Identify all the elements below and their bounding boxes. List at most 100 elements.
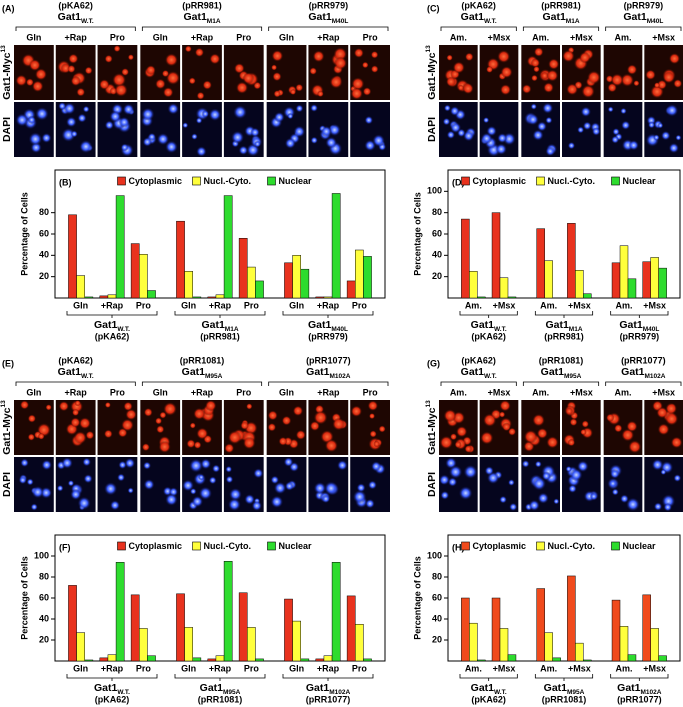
cell xyxy=(540,71,549,80)
x-tick-label: Pro xyxy=(244,300,260,310)
cell xyxy=(546,436,559,449)
cell xyxy=(500,66,513,79)
cell xyxy=(292,405,304,417)
x-tick-label: Gln xyxy=(289,300,304,310)
cell xyxy=(439,474,450,486)
legend-label: Nuclear xyxy=(623,176,657,186)
bar xyxy=(323,655,333,662)
cell xyxy=(61,457,73,469)
cell xyxy=(113,45,121,53)
cell xyxy=(166,71,180,85)
condition-label: +Msx xyxy=(652,387,675,397)
bar xyxy=(292,620,301,662)
condition-label: Pro xyxy=(110,32,126,42)
x-tick-label: Pro xyxy=(136,663,152,673)
cell xyxy=(209,53,221,65)
cell xyxy=(56,484,64,492)
cell xyxy=(532,129,544,141)
strain-label: Gat1M95A xyxy=(541,366,582,380)
strain-label-main: Gat1 xyxy=(621,366,645,378)
cell xyxy=(369,430,377,438)
cell xyxy=(352,489,367,504)
strain-label-sub: M40L xyxy=(647,18,664,25)
cell xyxy=(670,436,683,449)
cell xyxy=(500,84,512,96)
cell xyxy=(367,400,379,411)
cell xyxy=(497,50,511,64)
cell xyxy=(536,121,547,132)
bar xyxy=(315,658,325,662)
cell xyxy=(193,407,206,420)
bracket xyxy=(15,381,136,386)
cell xyxy=(350,405,363,417)
bar xyxy=(469,271,478,299)
cell xyxy=(668,52,681,65)
cell xyxy=(67,479,75,487)
strain-label-sub: M95A xyxy=(567,689,585,696)
cell xyxy=(626,497,640,512)
cell xyxy=(439,435,454,450)
legend-label: Cytoplasmic xyxy=(129,541,183,551)
cell xyxy=(543,82,554,93)
bar xyxy=(583,659,592,662)
bar xyxy=(284,598,293,662)
bar xyxy=(99,657,109,662)
cell xyxy=(202,80,212,90)
cell xyxy=(484,466,494,476)
cell xyxy=(654,82,661,89)
row-label-sup: 13 xyxy=(425,45,432,53)
cell xyxy=(562,49,575,63)
legend-swatch xyxy=(192,541,201,551)
cell xyxy=(103,429,113,439)
cell xyxy=(15,74,28,87)
bar xyxy=(461,597,470,662)
strain-label: Gat1M102A xyxy=(306,366,351,380)
cell xyxy=(84,66,93,75)
cell xyxy=(527,113,539,126)
bar xyxy=(68,214,77,299)
cell xyxy=(104,482,118,496)
strain-label: Gat1W.T. xyxy=(94,319,130,333)
strain-label: Gat1M1A xyxy=(545,319,582,333)
panel-label: (D) xyxy=(452,177,465,187)
strain-label-main: Gat1 xyxy=(471,682,495,694)
row-label-sup: 13 xyxy=(0,400,7,408)
strain-label: Gat1M40L xyxy=(623,11,663,25)
strain-label: Gat1M95A xyxy=(182,366,223,380)
cell xyxy=(246,403,253,410)
cell xyxy=(458,486,473,500)
cell xyxy=(480,132,493,145)
condition-label: +Msx xyxy=(488,32,511,42)
x-tick-label: Pro xyxy=(244,663,260,673)
cell xyxy=(228,430,242,445)
cell xyxy=(155,417,163,425)
cell xyxy=(295,83,304,92)
cell xyxy=(208,108,222,121)
cell xyxy=(362,87,372,96)
cell xyxy=(287,112,294,120)
strain-label-sub: W.T. xyxy=(494,326,507,333)
cell xyxy=(198,486,213,500)
bar xyxy=(323,296,333,299)
x-tick-label: +Msx xyxy=(643,300,666,310)
cell xyxy=(612,128,620,136)
y-tick-label: 40 xyxy=(432,250,442,260)
bar xyxy=(255,280,264,299)
cell xyxy=(155,78,166,90)
bar xyxy=(238,238,248,299)
cell xyxy=(446,54,453,61)
cell xyxy=(370,65,379,73)
cell xyxy=(372,134,385,147)
cell xyxy=(30,503,38,511)
cell xyxy=(651,458,664,471)
cell xyxy=(365,498,375,509)
cell xyxy=(536,427,548,439)
bar xyxy=(207,296,217,299)
row-label-main: DAPI xyxy=(426,472,438,497)
strain-label-main: Gat1 xyxy=(623,11,647,23)
cell xyxy=(620,107,627,115)
condition-label: Pro xyxy=(236,387,252,397)
y-axis-label: Percentage of Cells xyxy=(412,556,422,640)
x-tick-label: +Msx xyxy=(493,300,516,310)
strain-label: Gat1W.T. xyxy=(461,11,497,25)
